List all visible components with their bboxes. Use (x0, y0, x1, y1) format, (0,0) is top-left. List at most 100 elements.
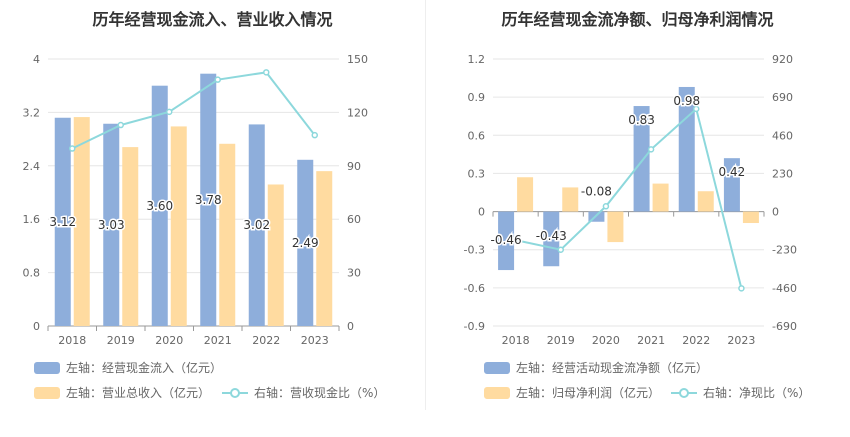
bar-primary (678, 86, 695, 212)
chart-title: 历年经营现金流入、营业收入情况 (92, 10, 333, 29)
y-right-tick-label: -460 (772, 282, 797, 295)
x-tick-label: 2018 (58, 334, 86, 347)
legend-item-cash-ratio[interactable]: 右轴：营收现金比（%） (222, 384, 385, 401)
y-right-tick-label: -230 (772, 244, 797, 257)
ratio-point (311, 131, 318, 139)
bar-primary (723, 158, 740, 212)
x-tick-label: 2021 (637, 334, 665, 347)
legend-label: 左轴：经营活动现金流净额（亿元） (516, 361, 709, 375)
bar-secondary (697, 191, 714, 212)
chart-title: 历年经营现金流净额、归母净利润情况 (501, 10, 774, 29)
y-right-tick-label: 460 (772, 129, 793, 142)
x-tick-label: 2018 (502, 334, 530, 347)
x-tick-label: 2020 (592, 334, 620, 347)
bar-data-label: 0.98 (673, 94, 700, 108)
bar-primary (248, 124, 265, 326)
y-right-tick-label: 90 (347, 160, 361, 173)
x-tick-label: 2020 (155, 334, 183, 347)
legend-item-net-profit[interactable]: 左轴：归母净利润（亿元） (484, 384, 660, 401)
bar-secondary (122, 147, 139, 326)
legend-swatch (34, 361, 60, 374)
legend-line-swatch (671, 387, 697, 399)
y-right-tick-label: 690 (772, 91, 793, 104)
y-left-tick-label: 0.6 (468, 129, 486, 142)
ratio-line (515, 107, 743, 289)
bar-secondary (170, 126, 187, 326)
ratio-point (166, 108, 173, 116)
ratio-point (693, 105, 700, 113)
y-left-tick-label: -0.6 (464, 282, 485, 295)
ratio-point (602, 203, 610, 210)
ratio-line (71, 71, 316, 150)
bar-secondary (219, 143, 236, 326)
x-tick-label: 2023 (301, 334, 329, 347)
bar-secondary (267, 184, 284, 326)
bar-secondary (562, 187, 579, 212)
x-tick-label: 2022 (252, 334, 280, 347)
bar-secondary (652, 183, 669, 212)
x-tick-label: 2019 (547, 334, 575, 347)
y-left-tick-label: -0.3 (464, 244, 485, 257)
y-left-tick-label: 0.3 (468, 167, 486, 180)
x-tick-label: 2023 (727, 334, 755, 347)
y-right-tick-label: 0 (347, 320, 354, 333)
y-left-tick-label: 0.9 (468, 91, 486, 104)
bar-data-label: -0.46 (491, 233, 522, 247)
y-right-tick-label: 120 (347, 106, 368, 119)
x-tick-label: 2022 (682, 334, 710, 347)
ratio-point (214, 76, 221, 83)
y-left-tick-label: 1.2 (468, 53, 486, 66)
panel-divider (425, 0, 426, 410)
bar-data-label: 3.78 (195, 193, 222, 207)
legend-swatch (34, 386, 60, 399)
bar-data-label: 0.42 (719, 165, 746, 179)
y-left-tick-label: 3.2 (23, 106, 41, 119)
bar-primary (103, 123, 120, 326)
y-right-tick-label: 920 (772, 53, 793, 66)
bar-primary (633, 106, 650, 212)
legend-item-net-cash-ratio[interactable]: 右轴：净现比（%） (671, 384, 810, 401)
ratio-point (557, 246, 564, 253)
bar-primary (543, 211, 560, 267)
bar-primary (200, 73, 217, 326)
legend-item-revenue[interactable]: 左轴：营业总收入（亿元） (34, 384, 210, 401)
x-tick-label: 2019 (107, 334, 135, 347)
y-left-tick-label: -0.9 (464, 320, 485, 333)
legend-label: 左轴：归母净利润（亿元） (516, 386, 661, 400)
y-left-tick-label: 2.4 (23, 160, 41, 173)
y-right-tick-label: 150 (347, 53, 368, 66)
bar-data-label: 0.83 (628, 113, 655, 127)
bar-secondary (742, 211, 759, 224)
legend-label: 左轴：经营现金流入（亿元） (66, 361, 223, 375)
y-right-tick-label: 0 (772, 206, 779, 219)
legend-swatch (484, 386, 510, 399)
legend-swatch (484, 361, 510, 374)
ratio-point (69, 145, 76, 152)
legend-label: 左轴：营业总收入（亿元） (66, 386, 211, 400)
y-right-tick-label: -690 (772, 320, 797, 333)
legend-line-swatch (222, 387, 248, 399)
bar-primary (297, 159, 314, 326)
bar-data-label: -0.43 (536, 229, 567, 243)
ratio-point (512, 236, 519, 244)
chart-net-cashflow-profit: -0.9 -0.6 -0.3 0 0.3 0.6 0.9 1.2 -690 -460 -230 0 23… (464, 53, 797, 347)
y-right-tick-label: 30 (347, 267, 361, 280)
legend-item-cash-inflow[interactable]: 左轴：经营现金流入（亿元） (34, 359, 222, 376)
y-right-tick-label: 230 (772, 167, 793, 180)
legend-label: 右轴：净现比（%） (703, 386, 811, 400)
bar-secondary (517, 177, 534, 212)
chart-panel-cash-inflow-revenue: 历年经营现金流入、营业收入情况 0 0.8 1.6 2.4 3.2 4 0 30 60 90 120… (23, 10, 386, 401)
chart-cash-inflow-revenue: 0 0.8 1.6 2.4 3.2 4 0 30 60 90 120 150 2018 2019 2020 2… (23, 53, 369, 347)
bar-data-label: -0.08 (581, 185, 612, 199)
ratio-point (738, 285, 745, 292)
bar-primary (151, 85, 168, 326)
ratio-point (263, 69, 270, 76)
bar-secondary (316, 171, 333, 326)
ratio-point (647, 146, 655, 153)
bar-data-label: 3.12 (49, 215, 76, 229)
y-left-tick-label: 4 (33, 53, 40, 66)
bar-secondary (73, 117, 90, 326)
bar-data-label: 3.02 (243, 218, 270, 232)
y-left-tick-label: 0 (478, 206, 485, 219)
legend-item-net-cashflow[interactable]: 左轴：经营活动现金流净额（亿元） (484, 359, 708, 376)
